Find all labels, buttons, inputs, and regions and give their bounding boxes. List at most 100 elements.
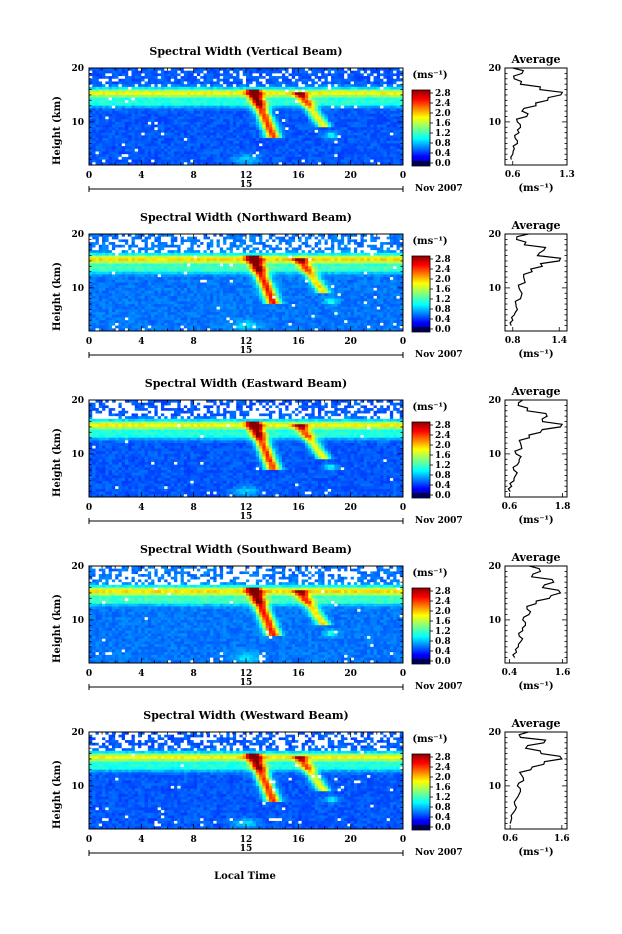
colorbar-tick-label: 0.4 [435,481,451,491]
avg-x-label: (ms⁻¹) [518,349,553,360]
avg-x-tick-label: 0.6 [505,170,521,180]
colorbar-tick-label: 2.0 [435,773,451,783]
colorbar-tick-label: 1.2 [435,129,451,139]
colorbar-min-band [412,493,430,498]
day-label: 15 [240,180,253,190]
date-label: Nov 2007 [415,516,463,526]
colorbar-tick-label: 2.4 [435,265,451,275]
colorbar-tick-label: 2.0 [435,441,451,451]
avg-x-label: (ms⁻¹) [518,183,553,194]
colorbar-unit: (ms⁻¹) [412,236,447,247]
colorbar-tick-label: 0.0 [435,823,451,833]
colorbar-tick-label: 1.2 [435,627,451,637]
panels: Spectral Width (Vertical Beam) 20 10 Height… [52,45,575,858]
date-label: Nov 2007 [415,350,463,360]
x-tick-label: 0 [400,171,406,181]
colorbar-tick-label: 2.4 [435,597,451,607]
colorbar-unit: (ms⁻¹) [412,568,447,579]
bottom-xlabel: Local Time [214,871,276,882]
y-axis-label: Height (km) [52,428,63,497]
y-axis-label: Height (km) [52,760,63,829]
average-frame [505,732,567,829]
colorbar-unit: (ms⁻¹) [412,734,447,745]
colorbar-tick-label: 2.8 [435,753,451,763]
x-tick-label: 20 [344,835,357,845]
colorbar-min-band [412,825,430,830]
avg-x-tick-label: 1.6 [555,668,571,678]
average-profile-line [510,732,562,824]
x-tick-label: 0 [86,503,92,513]
avg-x-tick-label: 0.8 [505,336,521,346]
panel-3: Spectral Width (Eastward Beam) 20 10 Height… [52,377,570,526]
x-tick-label: 16 [292,669,305,679]
colorbar-tick-label: 1.2 [435,793,451,803]
colorbar-tick-label: 0.0 [435,491,451,501]
colorbar-tick-label: 2.0 [435,275,451,285]
colorbar-tick-label: 0.0 [435,657,451,667]
avg-x-label: (ms⁻¹) [518,515,553,526]
avg-y-tick-label: 20 [488,728,501,738]
avg-x-tick-label: 1.3 [559,170,575,180]
average-profile-line [511,68,562,160]
colorbar-tick-label: 1.2 [435,461,451,471]
avg-x-tick-label: 1.6 [554,834,570,844]
average-title: Average [510,53,560,66]
colorbar-tick-label: 0.8 [435,803,451,813]
panel-title: Spectral Width (Eastward Beam) [145,377,347,390]
panel-title: Spectral Width (Southward Beam) [140,543,352,556]
colorbar-tick-label: 2.4 [435,99,451,109]
x-tick-label: 20 [344,337,357,347]
colorbar-tick-label: 0.4 [435,813,451,823]
colorbar-tick-label: 0.8 [435,305,451,315]
avg-y-tick-label: 20 [488,396,501,406]
colorbar [412,754,430,830]
panel-2: Spectral Width (Northward Beam)2010Heigh… [52,211,567,360]
colorbar-min-band [412,327,430,332]
x-tick-label: 16 [292,171,305,181]
colorbar-unit: (ms⁻¹) [412,402,447,413]
y-tick-label: 20 [71,64,84,74]
panel-title: Spectral Width (Vertical Beam) [149,45,342,58]
panel-4: Spectral Width (Southward Beam) 20 10 Heigh… [52,543,570,692]
average-profile-line [513,566,561,658]
avg-y-tick-label: 10 [488,616,501,626]
x-tick-label: 16 [292,503,305,513]
avg-y-tick-label: 10 [488,284,501,294]
y-tick-label: 10 [71,450,84,460]
x-tick-label: 0 [86,669,92,679]
colorbar [412,422,430,498]
y-tick-label: 20 [71,396,84,406]
colorbar-tick-label: 0.4 [435,149,451,159]
x-tick-label: 4 [138,835,144,845]
x-tick-label: 8 [191,171,197,181]
y-axis-label: Height (km) [52,594,63,663]
colorbar [412,90,430,166]
avg-y-tick-label: 20 [488,230,501,240]
colorbar-tick-label: 2.8 [435,255,451,265]
colorbar-tick-label: 0.0 [435,325,451,335]
panel-1: Spectral Width (Vertical Beam)2010Height… [52,45,575,194]
average-title: Average [510,219,560,232]
x-tick-label: 0 [86,337,92,347]
avg-y-tick-label: 20 [488,64,501,74]
day-label: 15 [240,844,253,854]
colorbar-tick-label: 0.4 [435,315,451,325]
colorbar-tick-label: 1.6 [435,783,451,793]
x-tick-label: 4 [138,503,144,513]
colorbar-tick-label: 1.6 [435,451,451,461]
day-label: 15 [240,678,253,688]
x-tick-label: 0 [400,835,406,845]
heatmap-image [89,234,403,331]
panel-5: Spectral Width (Westward Beam)2010Height… [52,709,570,858]
colorbar-tick-label: 2.4 [435,431,451,441]
x-tick-label: 0 [400,669,406,679]
colorbar-tick-label: 1.6 [435,285,451,295]
colorbar-unit: (ms⁻¹) [412,70,447,81]
avg-x-tick-label: 0.4 [502,668,518,678]
avg-y-tick-label: 10 [488,118,501,128]
x-tick-label: 20 [344,669,357,679]
avg-y-tick-label: 10 [488,450,501,460]
avg-x-tick-label: 1.8 [555,502,571,512]
colorbar-tick-label: 2.0 [435,109,451,119]
